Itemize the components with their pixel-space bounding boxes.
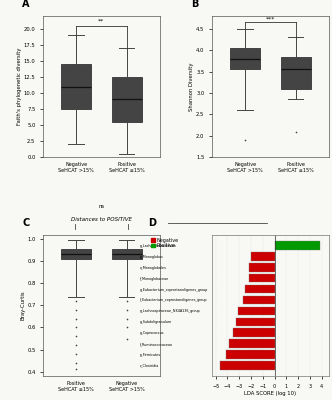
Bar: [243, 296, 275, 304]
Bar: [238, 307, 275, 315]
X-axis label: LDA SCORE (log 10): LDA SCORE (log 10): [244, 392, 296, 396]
Bar: [245, 285, 275, 293]
Text: D: D: [148, 218, 156, 228]
PathPatch shape: [112, 249, 142, 259]
Y-axis label: Bray-Curtis: Bray-Curtis: [20, 290, 25, 320]
Bar: [249, 263, 275, 272]
Text: ***: ***: [266, 16, 275, 21]
Bar: [229, 339, 275, 348]
Text: A: A: [22, 0, 30, 9]
Text: B: B: [191, 0, 199, 9]
Y-axis label: Faith's phylogenetic diversity: Faith's phylogenetic diversity: [17, 48, 22, 125]
Bar: [249, 274, 275, 282]
Text: **: **: [98, 19, 105, 24]
Text: C: C: [22, 218, 30, 228]
Text: Distances to POSITIVE: Distances to POSITIVE: [71, 217, 132, 222]
PathPatch shape: [281, 57, 311, 89]
Bar: [275, 241, 320, 250]
Y-axis label: Shannon Diversity: Shannon Diversity: [189, 62, 194, 111]
Bar: [251, 252, 275, 261]
Bar: [220, 361, 275, 370]
Text: ns: ns: [98, 204, 105, 210]
PathPatch shape: [230, 48, 260, 70]
PathPatch shape: [112, 77, 142, 122]
PathPatch shape: [61, 64, 91, 109]
PathPatch shape: [61, 249, 91, 259]
Bar: [226, 350, 275, 359]
Legend: Negative, Positive: Negative, Positive: [150, 237, 179, 249]
Bar: [236, 318, 275, 326]
Bar: [233, 328, 275, 337]
